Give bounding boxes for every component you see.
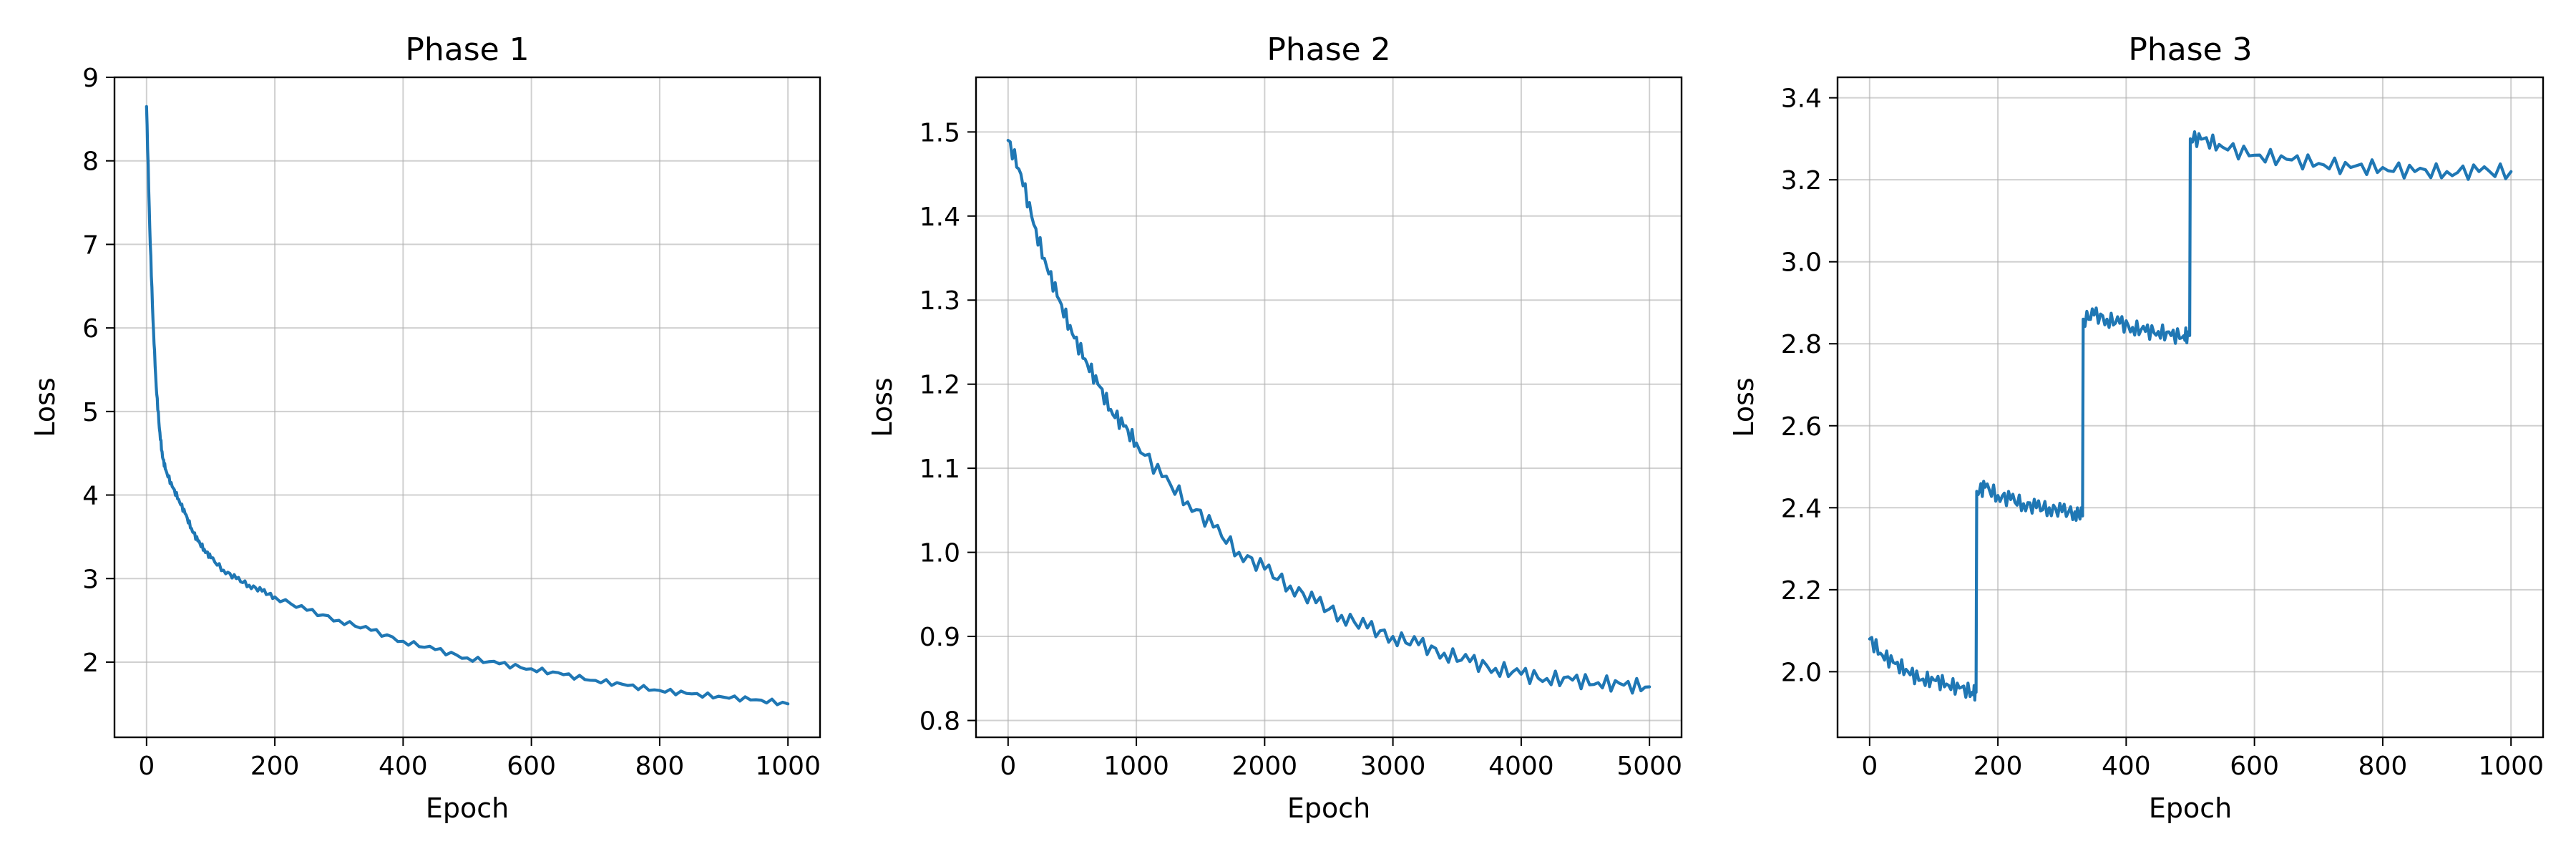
x-tick-label: 600 — [2230, 752, 2279, 781]
x-axis-label: Epoch — [426, 792, 509, 824]
x-tick-label: 400 — [2102, 752, 2151, 781]
y-tick-label: 1.2 — [919, 371, 960, 400]
x-axis-label: Epoch — [1287, 792, 1370, 824]
plot-frame — [113, 76, 821, 739]
y-tick-label: 2.0 — [1781, 658, 1822, 687]
y-tick-label: 2.4 — [1781, 494, 1822, 523]
x-tick-label: 600 — [507, 752, 556, 781]
y-tick-label: 0.8 — [919, 707, 960, 737]
x-tick-label: 800 — [635, 752, 685, 781]
y-tick-label: 2.6 — [1781, 412, 1822, 442]
y-tick-label: 0.9 — [919, 623, 960, 652]
x-tick-label: 1000 — [1103, 752, 1169, 781]
y-ticks: 0.8 0.9 1.0 1.1 1.2 1.3 1.4 1.5 — [919, 118, 976, 737]
x-tick-label: 1000 — [755, 752, 821, 781]
chart-title: Phase 3 — [2128, 31, 2252, 68]
x-ticks: 0 200 400 600 800 1000 — [138, 737, 821, 781]
x-tick-label: 5000 — [1616, 752, 1682, 781]
y-tick-label: 7 — [82, 230, 99, 260]
y-tick-label: 9 — [82, 64, 99, 93]
y-tick-label: 3.4 — [1781, 84, 1822, 114]
y-tick-label: 2 — [82, 649, 99, 678]
x-axis-label: Epoch — [2149, 792, 2232, 824]
y-ticks: 2 3 4 5 6 7 8 9 — [82, 64, 114, 678]
plot-frame — [975, 76, 1683, 739]
subplot-phase-1: 0 200 400 600 800 1000 2 3 4 5 6 7 8 9 Phase 1 Epoch… — [29, 31, 821, 824]
y-tick-label: 1.0 — [919, 539, 960, 568]
y-tick-label: 2.2 — [1781, 576, 1822, 606]
y-tick-label: 4 — [82, 482, 99, 511]
grid — [976, 77, 1682, 737]
plot-frame — [1836, 76, 2545, 739]
x-ticks: 0 200 400 600 800 1000 — [1861, 737, 2544, 781]
y-tick-label: 3 — [82, 565, 99, 594]
x-tick-label: 200 — [1974, 752, 2023, 781]
y-ticks: 2.0 2.2 2.4 2.6 2.8 3.0 3.2 3.4 — [1781, 84, 1838, 687]
x-ticks: 0 1000 2000 3000 4000 5000 — [1000, 737, 1682, 781]
y-axis-label: Loss — [1728, 377, 1760, 437]
x-tick-label: 800 — [2358, 752, 2408, 781]
x-tick-label: 0 — [1861, 752, 1878, 781]
x-tick-label: 400 — [379, 752, 428, 781]
y-tick-label: 1.4 — [919, 203, 960, 232]
y-axis-label: Loss — [29, 377, 61, 437]
y-tick-label: 8 — [82, 147, 99, 177]
x-tick-label: 0 — [138, 752, 155, 781]
y-axis-label: Loss — [867, 377, 898, 437]
x-tick-label: 200 — [250, 752, 300, 781]
x-tick-label: 4000 — [1488, 752, 1554, 781]
y-tick-label: 3.0 — [1781, 248, 1822, 278]
y-tick-label: 2.8 — [1781, 330, 1822, 359]
y-tick-label: 1.3 — [919, 286, 960, 316]
y-tick-label: 1.1 — [919, 455, 960, 484]
y-tick-label: 5 — [82, 398, 99, 427]
x-tick-label: 0 — [1000, 752, 1016, 781]
subplot-phase-3: 0 200 400 600 800 1000 2.0 2.2 2.4 2.6 2.8 3.0 3.2 3… — [1728, 31, 2545, 824]
y-tick-label: 1.5 — [919, 118, 960, 147]
x-tick-label: 2000 — [1232, 752, 1298, 781]
x-tick-label: 1000 — [2478, 752, 2544, 781]
subplot-phase-2: 0 1000 2000 3000 4000 5000 0.8 0.9 1.0 1.1 1.2 1.3… — [867, 31, 1683, 824]
y-tick-label: 6 — [82, 314, 99, 344]
series-line — [145, 105, 790, 707]
x-tick-label: 3000 — [1360, 752, 1426, 781]
series-line — [1006, 139, 1652, 695]
chart-title: Phase 2 — [1267, 31, 1390, 68]
series-line — [1868, 130, 2513, 702]
chart-title: Phase 1 — [405, 31, 529, 68]
y-tick-label: 3.2 — [1781, 166, 1822, 195]
